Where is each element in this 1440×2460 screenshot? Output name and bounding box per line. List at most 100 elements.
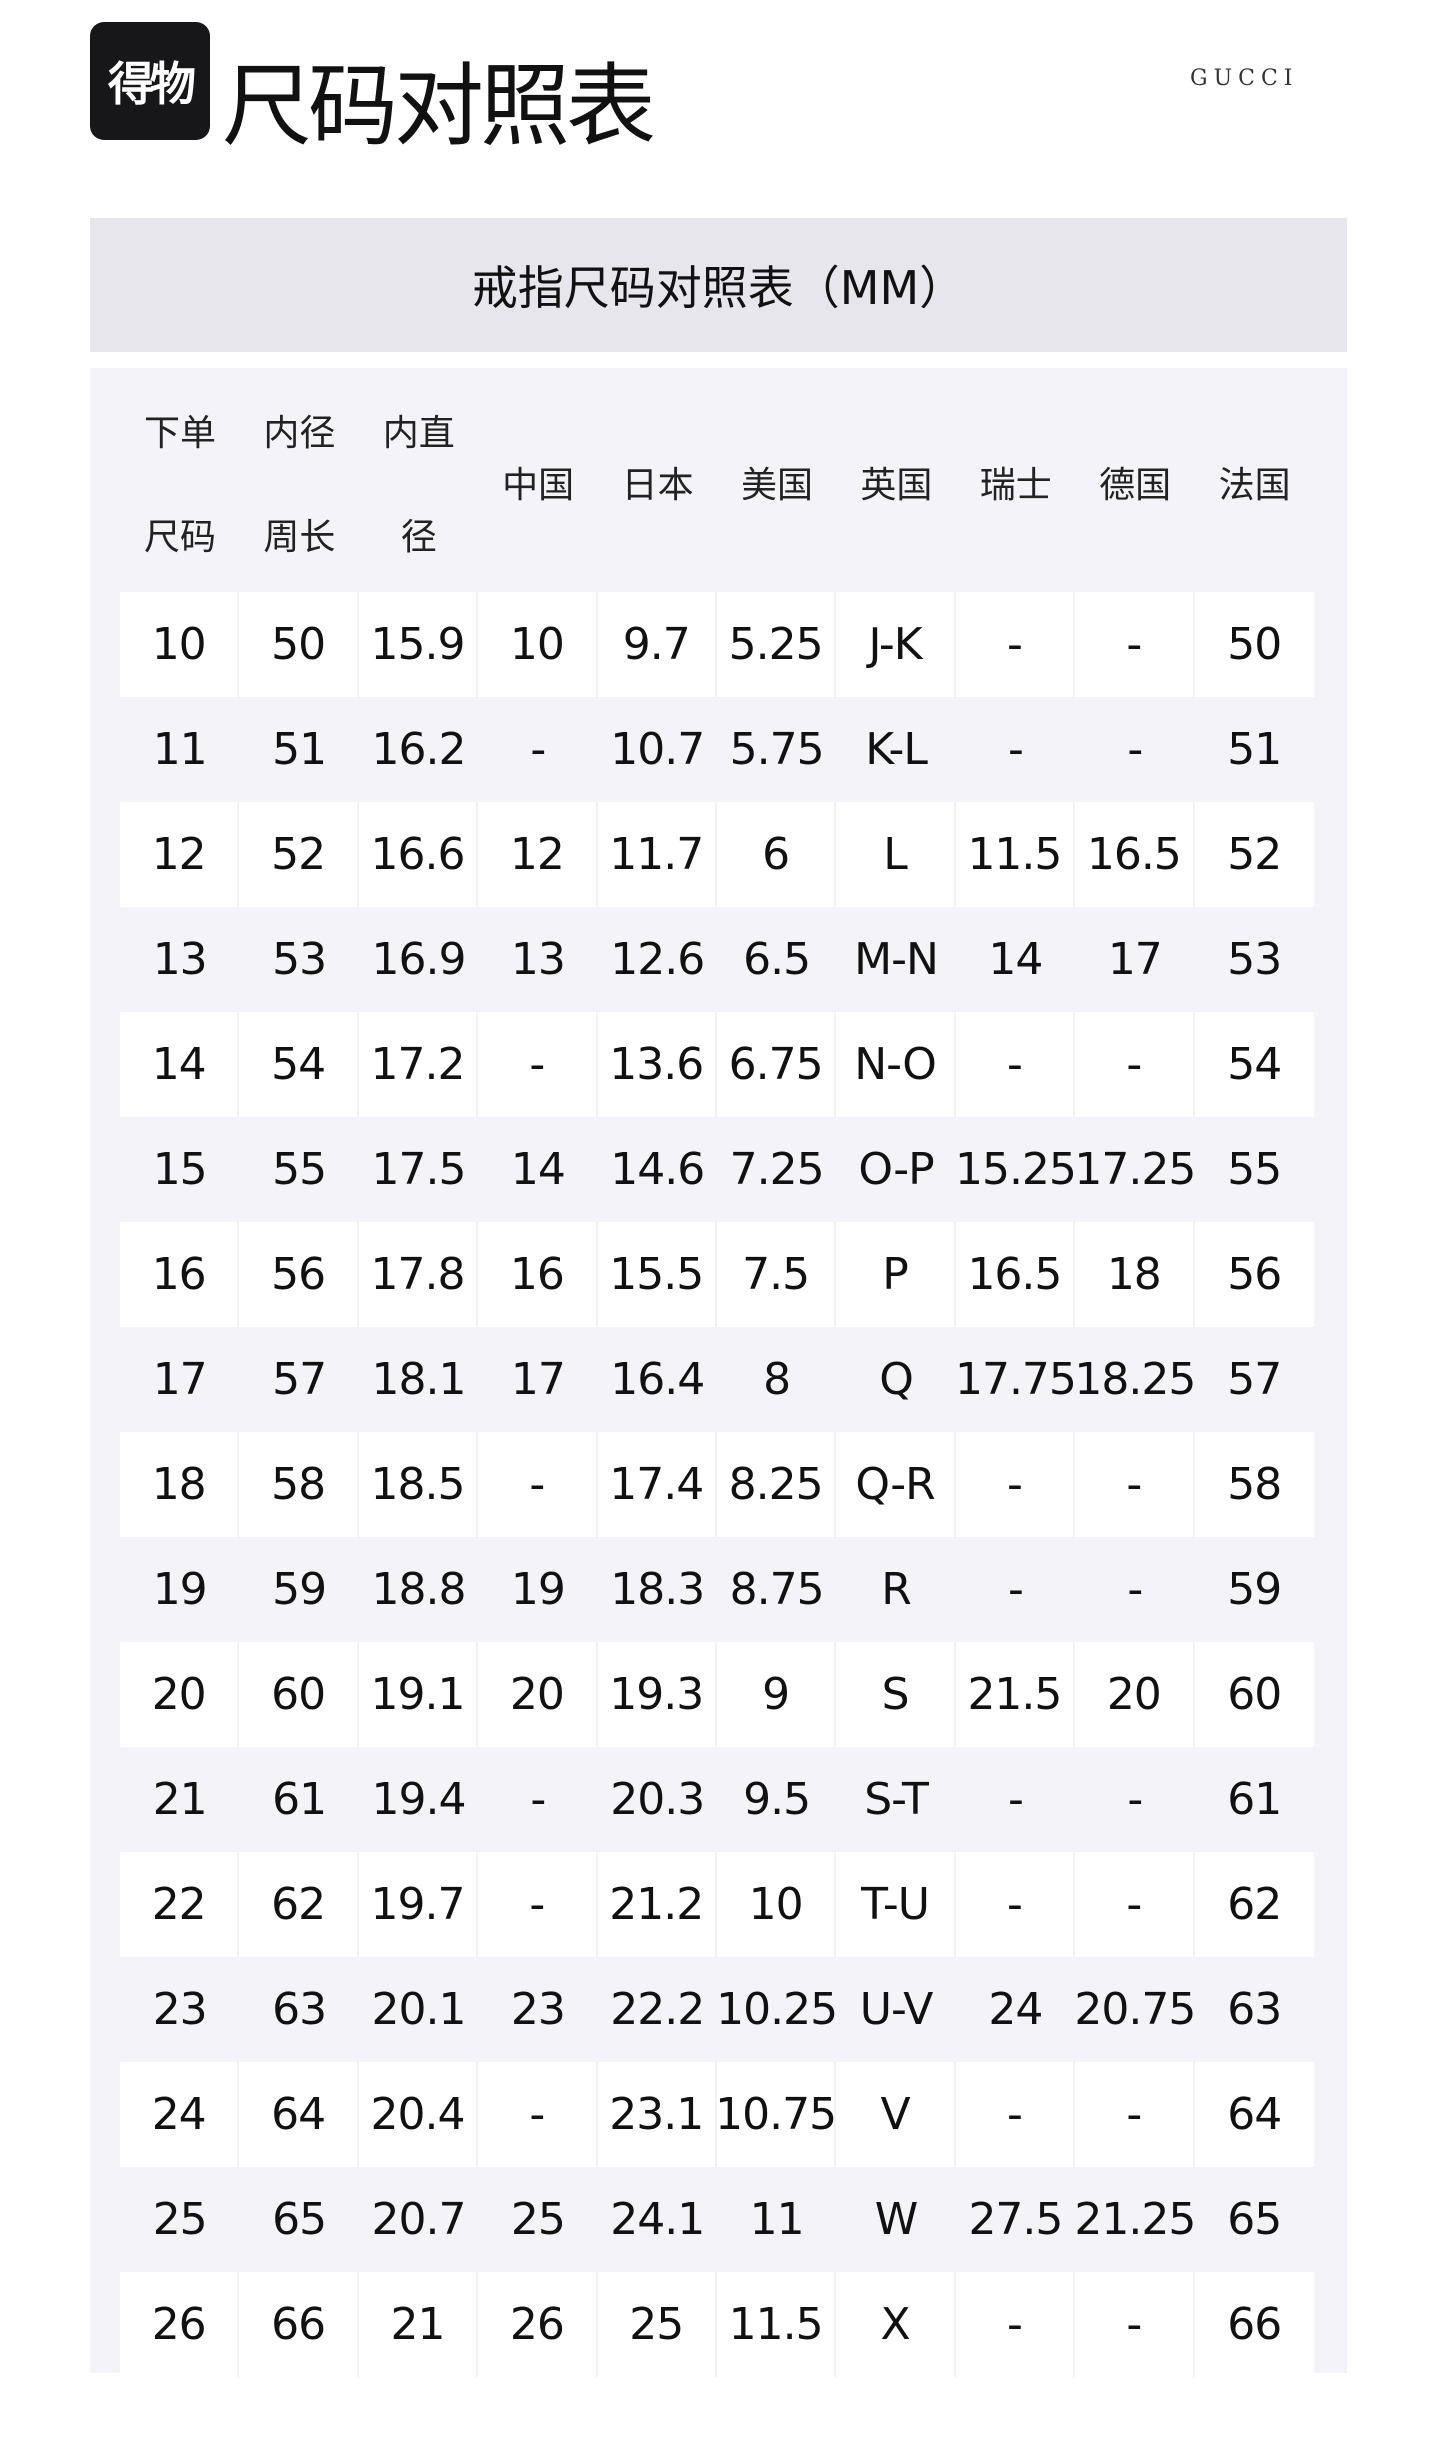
table-cell: 23: [152, 1984, 208, 2035]
table-cell: J-K: [836, 592, 956, 697]
table-cell: 17.8: [358, 1222, 479, 1327]
table-cell: 5.75: [729, 724, 825, 775]
table-cell: 64: [1194, 2062, 1314, 2167]
table-cell: 62: [1194, 1852, 1314, 1957]
table-cell: 19.3: [597, 1642, 717, 1747]
table-cell: 10.7: [610, 724, 705, 775]
table-cell: -: [478, 1852, 598, 1957]
table-cell: 16: [478, 1222, 598, 1327]
table-cell: 58: [1194, 1432, 1314, 1537]
table-cell: 24: [120, 2062, 240, 2167]
table-cell: 52: [1194, 802, 1314, 907]
table-cell: 20: [120, 1642, 240, 1747]
table-row: 15 55 17.5 14 14.6 7.25 O-P 15.25 17.25 55: [120, 1117, 1314, 1222]
table-row: 10 50 15.9 10 9.7 5.25 J-K - -50: [120, 592, 1314, 697]
table-cell: 11: [749, 2194, 805, 2245]
table-cell: 64: [239, 2062, 359, 2167]
table-cell: -: [955, 1012, 1076, 1117]
table-cell: 16.5: [955, 1222, 1076, 1327]
table-cell: N-O: [836, 1012, 956, 1117]
column-header: 美国: [740, 465, 813, 506]
table-cell: -: [1075, 592, 1195, 697]
table-row: 25 65 20.7 25 24.1 11 W 27.5 21.25 65: [120, 2167, 1314, 2272]
table-cell: 12.6: [610, 934, 705, 985]
table-row: 14 54 17.2-13.6 6.75 N-O - -54: [120, 1012, 1314, 1117]
table-cell: 16: [120, 1222, 240, 1327]
table-cell: U-V: [859, 1984, 934, 2035]
table-cell: 60: [239, 1642, 359, 1747]
table-cell: 18: [1075, 1222, 1195, 1327]
table-cell: -: [1007, 1564, 1024, 1615]
table-cell: 16.9: [371, 934, 466, 985]
table-cell: 17: [510, 1354, 566, 1405]
table-cell: P: [836, 1222, 956, 1327]
table-cell: 50: [1194, 592, 1314, 697]
table-cell: 6.5: [743, 934, 811, 985]
table-cell: 54: [1194, 1012, 1314, 1117]
table-cell: 10: [478, 592, 598, 697]
table-cell: T-U: [836, 1852, 956, 1957]
table-cell: V: [836, 2062, 956, 2167]
table-cell: 65: [272, 2194, 327, 2245]
table-title: 戒指尺码对照表（MM）: [90, 218, 1347, 352]
table-cell: 25: [597, 2272, 717, 2377]
table-cell: 59: [272, 1564, 327, 1615]
table-cell: 62: [239, 1852, 359, 1957]
table-cell: 19: [152, 1564, 208, 1615]
table-cell: 18.1: [371, 1354, 466, 1405]
table-cell: 21: [358, 2272, 479, 2377]
table-cell: 17.5: [371, 1144, 466, 1195]
table-cell: 20.7: [371, 2194, 466, 2245]
table-cell: 51: [272, 724, 327, 775]
table-cell: L: [836, 802, 956, 907]
column-header: 内径: [263, 413, 336, 454]
table-cell: 20: [1075, 1642, 1195, 1747]
table-cell: S-T: [864, 1774, 929, 1825]
column-header: 周长: [263, 517, 336, 558]
table-cell: 15.9: [358, 592, 479, 697]
table-cell: 10: [120, 592, 240, 697]
table-cell: 7.25: [729, 1144, 825, 1195]
size-table: 下单 尺码 内径 周长 内直径中国 日本 美国 英国 瑞士 德国 法国 10 50 15.9 10 9.7 5.…: [90, 368, 1347, 2377]
table-cell: -: [478, 1012, 598, 1117]
table-cell: 9: [716, 1642, 837, 1747]
table-cell: R: [881, 1564, 912, 1615]
table-cell: -: [1075, 1012, 1195, 1117]
table-cell: 55: [1227, 1144, 1282, 1195]
table-cell: 50: [239, 592, 359, 697]
table-cell: 24.1: [610, 2194, 705, 2245]
table-cell: 5.25: [716, 592, 837, 697]
table-cell: -: [955, 592, 1076, 697]
table-cell: 15.5: [597, 1222, 717, 1327]
table-row: 19 59 18.8 19 18.3 8.75 R - - 59: [120, 1537, 1314, 1642]
table-cell: 23.1: [597, 2062, 717, 2167]
table-cell: -: [1007, 724, 1024, 775]
table-cell: 17.4: [597, 1432, 717, 1537]
table-cell: 57: [272, 1354, 327, 1405]
table-cell: -: [955, 2062, 1076, 2167]
table-cell: 20.75: [1074, 1984, 1196, 2035]
table-row: 12 52 16.6 12 11.7 6 L 11.5 16.5 52: [120, 802, 1314, 907]
table-row: 16 56 17.8 16 15.5 7.5 P 16.5 18 56: [120, 1222, 1314, 1327]
table-cell: 16.6: [358, 802, 479, 907]
table-cell: M-N: [854, 934, 939, 985]
table-cell: 12: [478, 802, 598, 907]
table-cell: X: [836, 2272, 956, 2377]
table-cell: 6.75: [716, 1012, 837, 1117]
table-cell: 14: [510, 1144, 566, 1195]
table-cell: -: [1075, 1432, 1195, 1537]
table-cell: -: [1127, 1564, 1143, 1615]
column-header: 中国: [502, 465, 575, 506]
table-cell: 11.5: [716, 2272, 837, 2377]
brand-name: GUCCI: [1190, 66, 1299, 91]
table-cell: 27.5: [968, 2194, 1063, 2245]
table-cell: 21.2: [597, 1852, 717, 1957]
table-row: 11 51 16.2 - 10.7 5.75 K-L - - 51: [120, 697, 1314, 802]
table-row: 21 61 19.4 - 20.3 9.5 S-T - - 61: [120, 1747, 1314, 1852]
table-cell: 8: [763, 1354, 791, 1405]
table-cell: 19.4: [371, 1774, 466, 1825]
column-header: 瑞士: [979, 465, 1052, 506]
table-cell: S: [836, 1642, 956, 1747]
table-cell: 17.2: [358, 1012, 479, 1117]
table-cell: 23: [510, 1984, 566, 2035]
